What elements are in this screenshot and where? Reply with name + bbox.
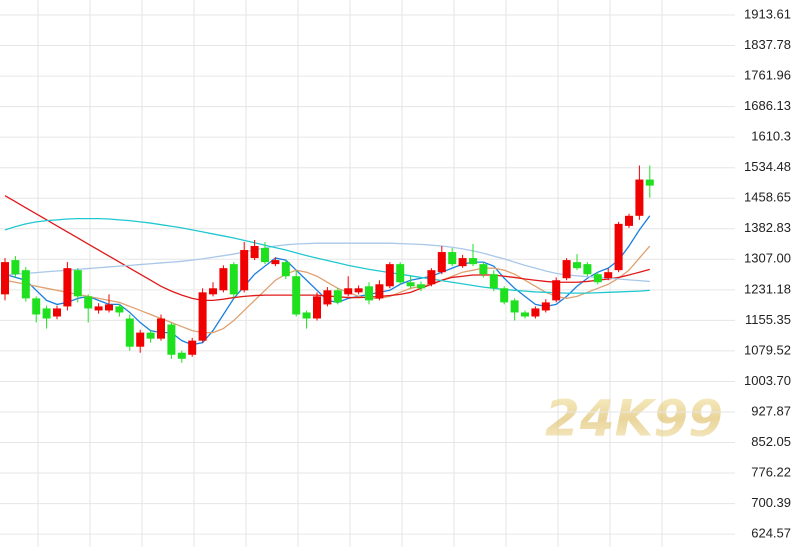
candle-body (11, 260, 20, 275)
candle-body (136, 332, 145, 347)
y-tick-label: 1837.78 (744, 37, 791, 52)
candle-body (458, 258, 467, 267)
candle-body (406, 282, 415, 287)
candle-body (541, 302, 550, 311)
candle-body (188, 340, 197, 355)
candle-body (313, 296, 321, 319)
candle-body (645, 179, 654, 186)
candle-body (42, 308, 51, 319)
candle-body (489, 274, 498, 289)
candle-body (229, 264, 238, 295)
moving-average-line (4, 245, 651, 334)
y-tick-label: 1231.18 (744, 281, 791, 296)
candle-body (209, 288, 217, 295)
candle-body (323, 290, 332, 305)
candle-body (240, 250, 249, 291)
candle-body (177, 352, 186, 359)
candle-body (562, 260, 571, 279)
candle-body (385, 264, 394, 287)
y-tick-label: 1382.83 (744, 220, 791, 235)
y-tick-label: 700.39 (751, 495, 791, 510)
candle-body (635, 179, 644, 216)
y-tick-label: 1534.48 (744, 159, 791, 174)
candle-body (219, 268, 228, 291)
candle-body (354, 288, 363, 293)
candle-body (333, 290, 342, 303)
candle-body (105, 304, 113, 311)
y-tick-label: 1761.96 (744, 68, 791, 83)
y-tick-label: 1307.00 (744, 251, 791, 266)
candle-body (614, 223, 623, 271)
candle-body (521, 312, 529, 317)
y-tick-label: 776.22 (751, 464, 791, 479)
candle-body (198, 292, 207, 341)
candle-body (344, 288, 353, 295)
candle-body (125, 318, 134, 347)
candle-body (396, 264, 405, 283)
y-tick-label: 927.87 (751, 403, 791, 418)
candle-body (437, 252, 446, 273)
y-tick-label: 852.05 (751, 434, 791, 449)
candle-body (281, 262, 290, 277)
candle-body (115, 306, 124, 313)
candle-body (573, 262, 581, 269)
y-tick-label: 1155.35 (745, 312, 791, 327)
candle-body (292, 276, 301, 315)
candle-body (552, 280, 561, 301)
candle-body (500, 288, 509, 303)
candle-body (302, 312, 311, 319)
candle-body (21, 270, 30, 299)
candle-body (625, 215, 633, 226)
candle-body (146, 332, 155, 339)
candle-body (448, 252, 457, 265)
candle-body (167, 324, 176, 355)
candle-body (271, 260, 280, 265)
candle-body (73, 270, 82, 297)
y-tick-label: 1686.13 (744, 98, 791, 113)
candle-body (250, 246, 259, 259)
candle-body (32, 298, 41, 315)
y-tick-label: 624.57 (751, 526, 791, 541)
moving-average-line (4, 217, 650, 294)
candle-body (261, 248, 269, 263)
candle-body (417, 284, 425, 289)
candle-body (593, 274, 602, 283)
y-tick-label: 1003.70 (744, 373, 791, 388)
candle-body (531, 308, 540, 317)
candle-body (510, 300, 519, 313)
candle-body (63, 268, 72, 307)
moving-average-line (4, 242, 650, 283)
candle-body (479, 264, 488, 275)
candle-body (375, 284, 384, 299)
watermark: 24K99 (545, 390, 723, 448)
y-tick-label: 1458.65 (744, 190, 791, 205)
moving-average-line (4, 215, 651, 346)
candle-body (157, 318, 165, 339)
y-tick-label: 1913.61 (744, 6, 791, 21)
candle-body (427, 270, 436, 285)
candle-body (583, 264, 592, 275)
candle-body (365, 286, 373, 301)
candle-body (604, 272, 613, 279)
candle-body (53, 308, 61, 317)
candle-body (84, 296, 93, 309)
candle-body (469, 258, 477, 265)
y-tick-label: 1610.3 (751, 129, 791, 144)
y-tick-label: 1079.52 (744, 342, 791, 357)
candle-body (94, 306, 103, 311)
candle-body (1, 262, 9, 295)
